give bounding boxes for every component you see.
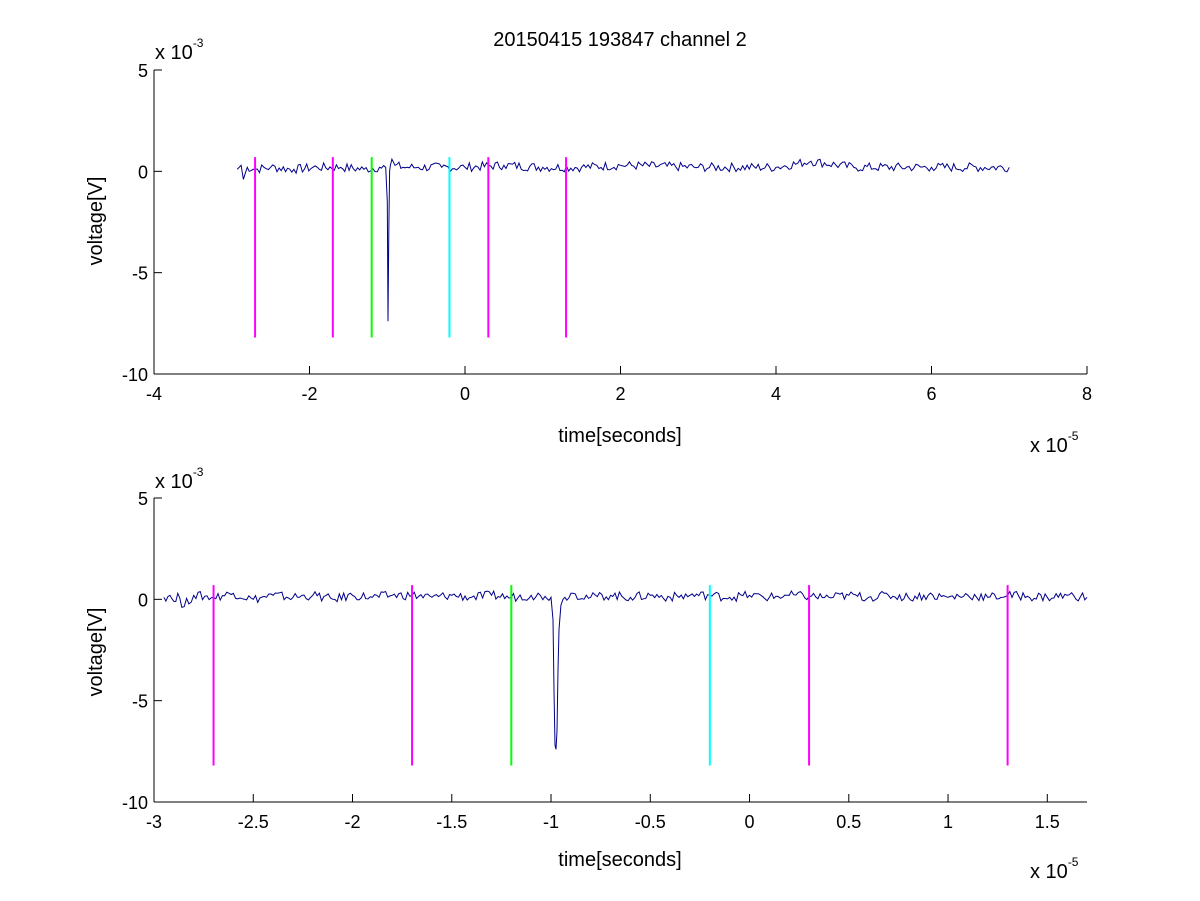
bottom-y-tick-label: -5 [132, 692, 148, 712]
bottom-x-tick-label: -2.5 [238, 812, 269, 832]
top-y-multiplier: x 10-3 [155, 36, 204, 64]
bottom-x-tick-label: 1.5 [1035, 812, 1060, 832]
top-plot-axes: -4 -2 0 2 4 6 8 -10 -5 0 5 [122, 61, 1092, 404]
bottom-x-tick-label: 1 [943, 812, 953, 832]
top-x-tick-label: 4 [771, 384, 781, 404]
top-x-tick-label: 8 [1082, 384, 1092, 404]
bottom-x-tick-label: -3 [146, 812, 162, 832]
bottom-x-tick-label: -1 [543, 812, 559, 832]
bottom-y-multiplier: x 10-3 [155, 465, 204, 493]
top-x-tick-label: 6 [926, 384, 936, 404]
top-voltage-trace [236, 157, 1010, 322]
bottom-plot-axes: -3 -2.5 -2 -1.5 -1 -0.5 0 0.5 1 1.5 -10 -5 0 5 [122, 489, 1087, 832]
top-x-axis-label: time[seconds] [558, 425, 681, 447]
top-y-tick-label: -10 [122, 365, 148, 385]
top-x-tick-label: 0 [460, 384, 470, 404]
bottom-plot-marks [163, 585, 1088, 766]
bottom-y-tick-label: -10 [122, 793, 148, 813]
top-y-axis-label: voltage[V] [85, 177, 107, 266]
top-y-tick-label: -5 [132, 264, 148, 284]
bottom-y-tick-label: 0 [138, 590, 148, 610]
top-x-tick-label: -2 [301, 384, 317, 404]
bottom-y-tick-label: 5 [138, 489, 148, 509]
bottom-x-multiplier: x 10-5 [1030, 855, 1079, 883]
top-x-tick-label: 2 [615, 384, 625, 404]
top-y-tick-label: 0 [138, 162, 148, 182]
bottom-plot: -3 -2.5 -2 -1.5 -1 -0.5 0 0.5 1 1.5 -10 -5 0 5 time[s… [85, 465, 1088, 883]
bottom-x-axis-label: time[seconds] [558, 849, 681, 871]
top-plot-marks [236, 157, 1010, 338]
bottom-x-tick-label: -2 [345, 812, 361, 832]
top-plot: 20150415 193847 channel 2 -4 -2 0 2 4 6 8 -10 -5… [85, 29, 1092, 457]
top-x-tick-label: -4 [146, 384, 162, 404]
top-y-tick-label: 5 [138, 61, 148, 81]
bottom-x-tick-label: -0.5 [635, 812, 666, 832]
bottom-x-tick-label: 0.5 [836, 812, 861, 832]
bottom-x-tick-label: -1.5 [436, 812, 467, 832]
top-x-multiplier: x 10-5 [1030, 429, 1079, 457]
bottom-voltage-trace [163, 589, 1088, 750]
bottom-y-axis-label: voltage[V] [85, 608, 107, 697]
chart-title: 20150415 193847 channel 2 [493, 29, 747, 51]
bottom-x-tick-label: 0 [745, 812, 755, 832]
